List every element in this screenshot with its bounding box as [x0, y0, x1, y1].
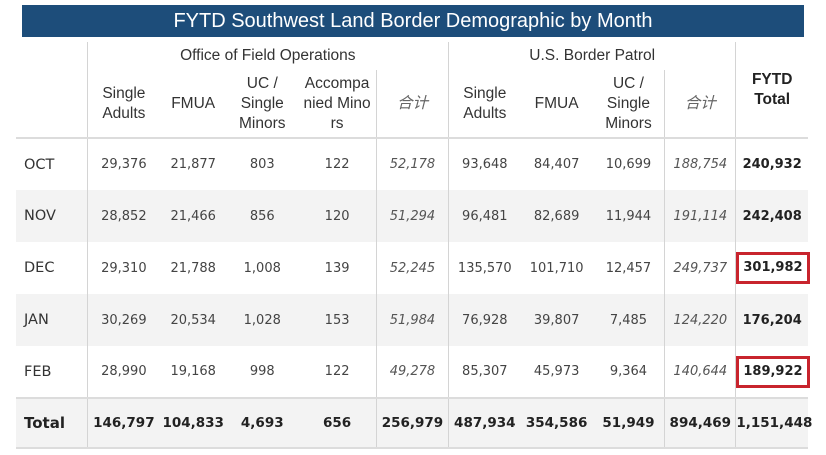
table-row: DEC 29,310 21,788 1,008 139 52,245 135,570 101,…: [16, 242, 810, 294]
total-usbp-sum: 894,469: [664, 398, 736, 448]
col-header-ofo-uc: UC / Single Minors: [226, 70, 298, 138]
highlighted-value: 189,922: [736, 355, 810, 388]
month-header: [16, 42, 87, 138]
month-label: NOV: [24, 208, 56, 224]
label: UC / Single Minors: [605, 74, 652, 132]
cell-usbp-uc: 9,364: [609, 364, 648, 379]
demographic-table: Office of Field Operations U.S. Border P…: [16, 42, 812, 449]
cell-usbp-sum: 140,644: [664, 346, 736, 398]
cell-usbp-fmua: 84,407: [533, 157, 580, 172]
cell-ofo-fmua: 21,788: [170, 260, 216, 276]
cell-usbp-fmua: 101,710: [529, 260, 584, 276]
cell-ofo-fmua: 20,534: [170, 312, 216, 328]
cell-usbp-single-adults: 93,648: [448, 138, 521, 190]
cell-ofo-accompanied: 122: [324, 364, 350, 379]
total-row: Total 146,797 104,833 4,693 656 256,979 487,93…: [16, 398, 812, 448]
total-usbp-fmua: 354,586: [525, 415, 588, 431]
total-ofo-sum: 256,979: [375, 398, 449, 448]
cell-ofo-accompanied: 139: [324, 260, 350, 276]
cell-ofo-single-adults: 30,269: [86, 294, 161, 346]
col-header-usbp-fmua: FMUA: [534, 94, 579, 112]
cell-usbp-uc: 12,457: [605, 260, 652, 276]
cell-fytd-total: 242,408: [735, 190, 808, 242]
col-header-ofo-accompanied: Accompa nied Mino rs: [298, 70, 376, 138]
cell-fytd-total: 301,982: [735, 242, 810, 294]
cell-usbp-fmua: 39,807: [533, 312, 580, 328]
cell-ofo-fmua: 19,168: [170, 364, 216, 379]
cell-ofo-sum: 52,245: [375, 242, 449, 294]
cell-usbp-fmua: 45,973: [533, 364, 580, 379]
cell-ofo-uc: 1,028: [243, 312, 281, 328]
cell-ofo-accompanied: 122: [324, 157, 350, 172]
table-row: NOV 28,852 21,466 856 120 51,294 96,481 82,689 1…: [16, 190, 808, 242]
cell-usbp-sum: 249,737: [664, 242, 736, 294]
cell-usbp-sum: 191,114: [664, 190, 736, 242]
total-ofo-fmua: 104,833: [162, 415, 224, 431]
cell-ofo-sum: 52,178: [375, 138, 449, 190]
col-header-ofo-sum: 合计: [375, 70, 449, 138]
month-label: JAN: [24, 312, 49, 328]
cell-usbp-uc: 11,944: [605, 208, 652, 224]
cell-usbp-single-adults: 76,928: [448, 294, 521, 346]
group-header-usbp: U.S. Border Patrol: [448, 42, 736, 70]
cell-usbp-single-adults: 135,570: [448, 242, 521, 294]
total-ofo-uc: 4,693: [240, 415, 284, 431]
total-ofo-accompanied: 656: [322, 415, 352, 431]
table-title: FYTD Southwest Land Border Demographic b…: [22, 5, 804, 37]
total-fytd-total: 1,151,448: [735, 398, 812, 448]
table-row: FEB 28,990 19,168 998 122 49,278 85,307 45,973 9…: [16, 346, 810, 398]
col-header-fytd-total: FYTD Total: [735, 42, 808, 138]
cell-ofo-uc: 856: [249, 208, 275, 224]
cell-ofo-sum: 51,984: [375, 294, 449, 346]
cell-ofo-uc: 1,008: [243, 260, 281, 276]
cell-ofo-uc: 803: [249, 157, 275, 172]
cell-ofo-fmua: 21,877: [170, 157, 216, 172]
cell-ofo-single-adults: 29,310: [86, 242, 161, 294]
month-label: OCT: [24, 156, 55, 173]
cell-usbp-uc: 10,699: [605, 157, 652, 172]
label: Single Adults: [463, 84, 507, 122]
cell-ofo-single-adults: 29,376: [86, 138, 161, 190]
fytd-total-label: FYTD Total: [751, 70, 793, 108]
col-header-ofo-single-adults: Single Adults: [86, 70, 161, 138]
cell-fytd-total: 240,932: [735, 138, 808, 190]
cell-ofo-sum: 49,278: [375, 346, 449, 398]
cell-usbp-fmua: 82,689: [533, 208, 580, 224]
table-row: JAN 30,269 20,534 1,028 153 51,984 76,928 39,80…: [16, 294, 808, 346]
cell-fytd-total: 176,204: [735, 294, 808, 346]
total-label: Total: [24, 414, 65, 432]
label: Accompa nied Mino rs: [303, 74, 371, 132]
total-usbp-uc: 51,949: [602, 415, 655, 431]
total-usbp-single-adults: 487,934: [448, 398, 521, 448]
cell-ofo-sum: 51,294: [375, 190, 449, 242]
cell-ofo-single-adults: 28,990: [86, 346, 161, 398]
cell-usbp-single-adults: 96,481: [448, 190, 521, 242]
col-header-usbp-single-adults: Single Adults: [448, 70, 521, 138]
cell-usbp-sum: 188,754: [664, 138, 736, 190]
cell-ofo-uc: 998: [249, 364, 275, 379]
table-row: OCT 29,376 21,877 803 122 52,178 93,648 84,407 1…: [16, 138, 808, 190]
cell-usbp-uc: 7,485: [609, 312, 648, 328]
cell-usbp-sum: 124,220: [664, 294, 736, 346]
cell-ofo-single-adults: 28,852: [86, 190, 161, 242]
total-ofo-single-adults: 146,797: [86, 398, 161, 448]
col-header-usbp-sum: 合计: [664, 70, 736, 138]
cell-usbp-single-adults: 85,307: [448, 346, 521, 398]
cell-ofo-accompanied: 153: [324, 312, 350, 328]
col-header-ofo-fmua: FMUA: [171, 94, 216, 112]
cell-fytd-total: 189,922: [735, 346, 810, 398]
group-header-ofo: Office of Field Operations: [86, 42, 449, 70]
label: UC / Single Minors: [238, 74, 286, 132]
cell-ofo-fmua: 21,466: [170, 208, 216, 224]
cell-ofo-accompanied: 120: [324, 208, 350, 224]
month-label: FEB: [24, 363, 52, 380]
month-label: DEC: [24, 260, 55, 276]
col-header-usbp-uc: UC / Single Minors: [593, 70, 665, 138]
highlighted-value: 301,982: [736, 252, 810, 284]
label: Single Adults: [102, 84, 146, 122]
